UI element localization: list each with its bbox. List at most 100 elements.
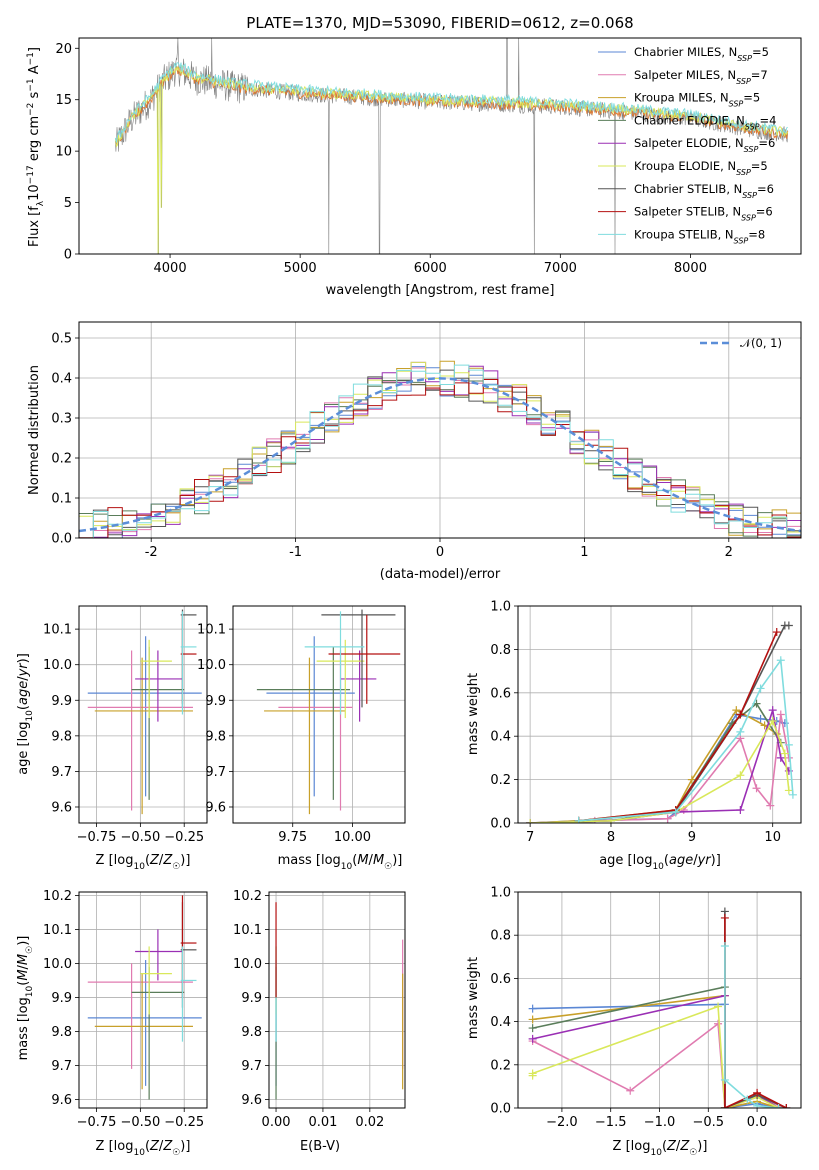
y-tick-label: 0.1 — [51, 492, 72, 507]
age-weight-ylabel: mass weight — [466, 673, 481, 755]
marker-kroupa_elodie — [780, 749, 789, 758]
tick-layer: 7 8 9 10 0.0 0.2 0.4 0.6 0.8 1.0 — [490, 600, 781, 846]
marker-salpeter_stelib — [782, 1104, 791, 1108]
x-tick-label: 0 — [436, 545, 444, 560]
y-tick-label: 10.2 — [43, 889, 72, 904]
plot-area — [526, 621, 797, 823]
axes-frame — [78, 37, 802, 255]
y-tick-label: 10 — [55, 145, 72, 160]
z-mass-xlabel: Z [log10(Z/Z☉)] — [96, 1139, 191, 1158]
mass-age-plot: 9.75 10.00 9.6 9.7 9.8 9.9 10.0 10.1 — [197, 605, 406, 845]
marker-salpeter_elodie — [736, 805, 745, 814]
tick-layer: −0.75 −0.50 −0.25 9.6 9.7 9.8 9.9 10.0 10.1 10.2 — [43, 889, 204, 1130]
y-tick-label: 9.6 — [205, 800, 226, 815]
residuals-ylabel: Normed distribution — [27, 365, 42, 495]
x-tick-label: -2 — [145, 545, 158, 560]
y-tick-label: 0.0 — [51, 532, 72, 547]
tick-layer: −0.75 −0.50 −0.25 9.6 9.7 9.8 9.9 10.0 10.1 — [43, 623, 204, 845]
y-tick-label: 0.6 — [490, 972, 511, 987]
x-tick-label: 0.00 — [262, 1115, 291, 1130]
tick-layer: 9.75 10.00 9.6 9.7 9.8 9.9 10.0 10.1 — [197, 623, 371, 845]
residuals-plot: -2 -1 0 1 2 0.0 0.1 0.2 0.3 0.4 0.5 — [51, 321, 802, 561]
marker-kroupa_stelib — [720, 942, 729, 950]
y-tick-label: 10.1 — [43, 923, 72, 938]
legend-label: Salpeter MILES, NSSP=7 — [634, 68, 768, 86]
tick-layer: −2.0 −1.5 −1.0 −0.5 0.0 0.0 0.2 0.4 0.6 0.8 1.0 — [490, 886, 767, 1131]
x-tick-label: 6000 — [414, 261, 447, 276]
axes-frame — [78, 891, 208, 1109]
marker-salpeter_miles — [663, 814, 672, 823]
z-weight-ylabel: mass weight — [466, 957, 481, 1039]
y-tick-label: 9.6 — [51, 800, 72, 815]
x-tick-label: 0.01 — [308, 1115, 337, 1130]
ebv-mass-plot: 0.00 0.01 0.02 9.6 9.7 9.8 9.9 10.0 10.1 10.2 — [233, 889, 406, 1130]
marker-salpeter_elodie — [528, 1034, 537, 1043]
z-mass-ylabel: mass [log10(M/M☉)] — [16, 936, 35, 1061]
marker-salpeter_stelib — [736, 710, 745, 719]
y-tick-label: 0.0 — [490, 1102, 511, 1117]
y-tick-label: 9.9 — [51, 991, 72, 1006]
legend-label: Chabrier MILES, NSSP=5 — [634, 45, 769, 63]
y-tick-label: 10.2 — [233, 889, 262, 904]
model-spectrum — [114, 62, 788, 143]
legend-label: Kroupa ELODIE, NSSP=5 — [634, 159, 768, 177]
plot-area — [114, 38, 789, 254]
x-tick-label: -1 — [289, 545, 302, 560]
plot-area — [87, 609, 202, 815]
x-tick-label: −1.0 — [644, 1115, 676, 1130]
plot-area — [528, 907, 791, 1108]
z-age-ylabel: age [log10(age/yr)] — [16, 653, 35, 775]
series-salpeter_stelib — [578, 631, 778, 822]
y-tick-label: 9.9 — [241, 991, 262, 1006]
legend-label: Chabrier STELIB, NSSP=6 — [634, 182, 774, 200]
age-weight-xlabel: age [log10(age/yr)] — [599, 853, 721, 872]
z-mass-plot: −0.75 −0.50 −0.25 9.6 9.7 9.8 9.9 10.0 10.1 10.2 — [43, 889, 208, 1130]
gaussian-curve — [79, 377, 801, 533]
y-tick-label: 9.9 — [205, 694, 226, 709]
x-tick-label: 10 — [764, 830, 781, 845]
y-tick-label: 10.0 — [43, 658, 72, 673]
marker-salpeter_miles — [776, 710, 785, 719]
z-weight-plot: −2.0 −1.5 −1.0 −0.5 0.0 0.0 0.2 0.4 0.6 0.8 1.0 — [490, 886, 802, 1131]
marker-kroupa_miles — [732, 706, 741, 715]
ebv-mass-xlabel: E(B-V) — [300, 1139, 340, 1154]
series-chabrier_miles — [532, 1003, 779, 1108]
gaussian-legend-label: 𝒩(0, 1) — [740, 336, 782, 350]
marker-chabrier_miles — [528, 1004, 537, 1013]
x-tick-label: 7 — [526, 830, 534, 845]
y-tick-label: 5 — [64, 196, 72, 211]
spectrum-ylabel: Flux [fλ10−17 erg cm−2 s−1 A−1] — [26, 47, 46, 247]
plot-area — [87, 895, 202, 1100]
y-tick-label: 9.8 — [241, 1025, 262, 1040]
y-tick-label: 0.3 — [51, 412, 72, 427]
y-tick-label: 0.4 — [51, 372, 72, 387]
x-tick-label: −0.50 — [120, 830, 160, 845]
legend-label: Kroupa STELIB, NSSP=8 — [634, 227, 765, 245]
x-tick-label: 0.02 — [355, 1115, 384, 1130]
y-tick-label: 0.0 — [490, 817, 511, 832]
series-salpeter_elodie — [532, 994, 780, 1108]
x-tick-label: 5000 — [284, 261, 317, 276]
marker-kroupa_stelib — [743, 1095, 752, 1104]
marker-salpeter_stelib — [772, 628, 781, 637]
tick-layer: -2 -1 0 1 2 0.0 0.1 0.2 0.3 0.4 0.5 — [51, 332, 733, 561]
tick-layer: 4000 5000 6000 7000 8000 0 5 10 15 20 — [55, 42, 707, 276]
x-tick-label: −2.0 — [546, 1115, 578, 1130]
x-tick-label: 10.00 — [334, 830, 371, 845]
y-tick-label: 10.1 — [197, 623, 226, 638]
marker-salpeter_stelib — [720, 1104, 729, 1108]
y-tick-label: 0.6 — [490, 686, 511, 701]
y-tick-label: 9.7 — [51, 765, 72, 780]
marker-salpeter_stelib — [720, 913, 729, 922]
marker-salpeter_miles — [752, 784, 761, 793]
y-tick-label: 10.1 — [233, 923, 262, 938]
x-tick-label: 2 — [725, 545, 733, 560]
marker-kroupa_stelib — [720, 1075, 729, 1084]
y-tick-label: 15 — [55, 93, 72, 108]
y-tick-label: 0.4 — [490, 730, 511, 745]
marker-chabrier_miles — [756, 714, 765, 723]
x-tick-label: −0.5 — [693, 1115, 725, 1130]
y-tick-label: 0.8 — [490, 929, 511, 944]
y-tick-label: 0.2 — [490, 773, 511, 788]
